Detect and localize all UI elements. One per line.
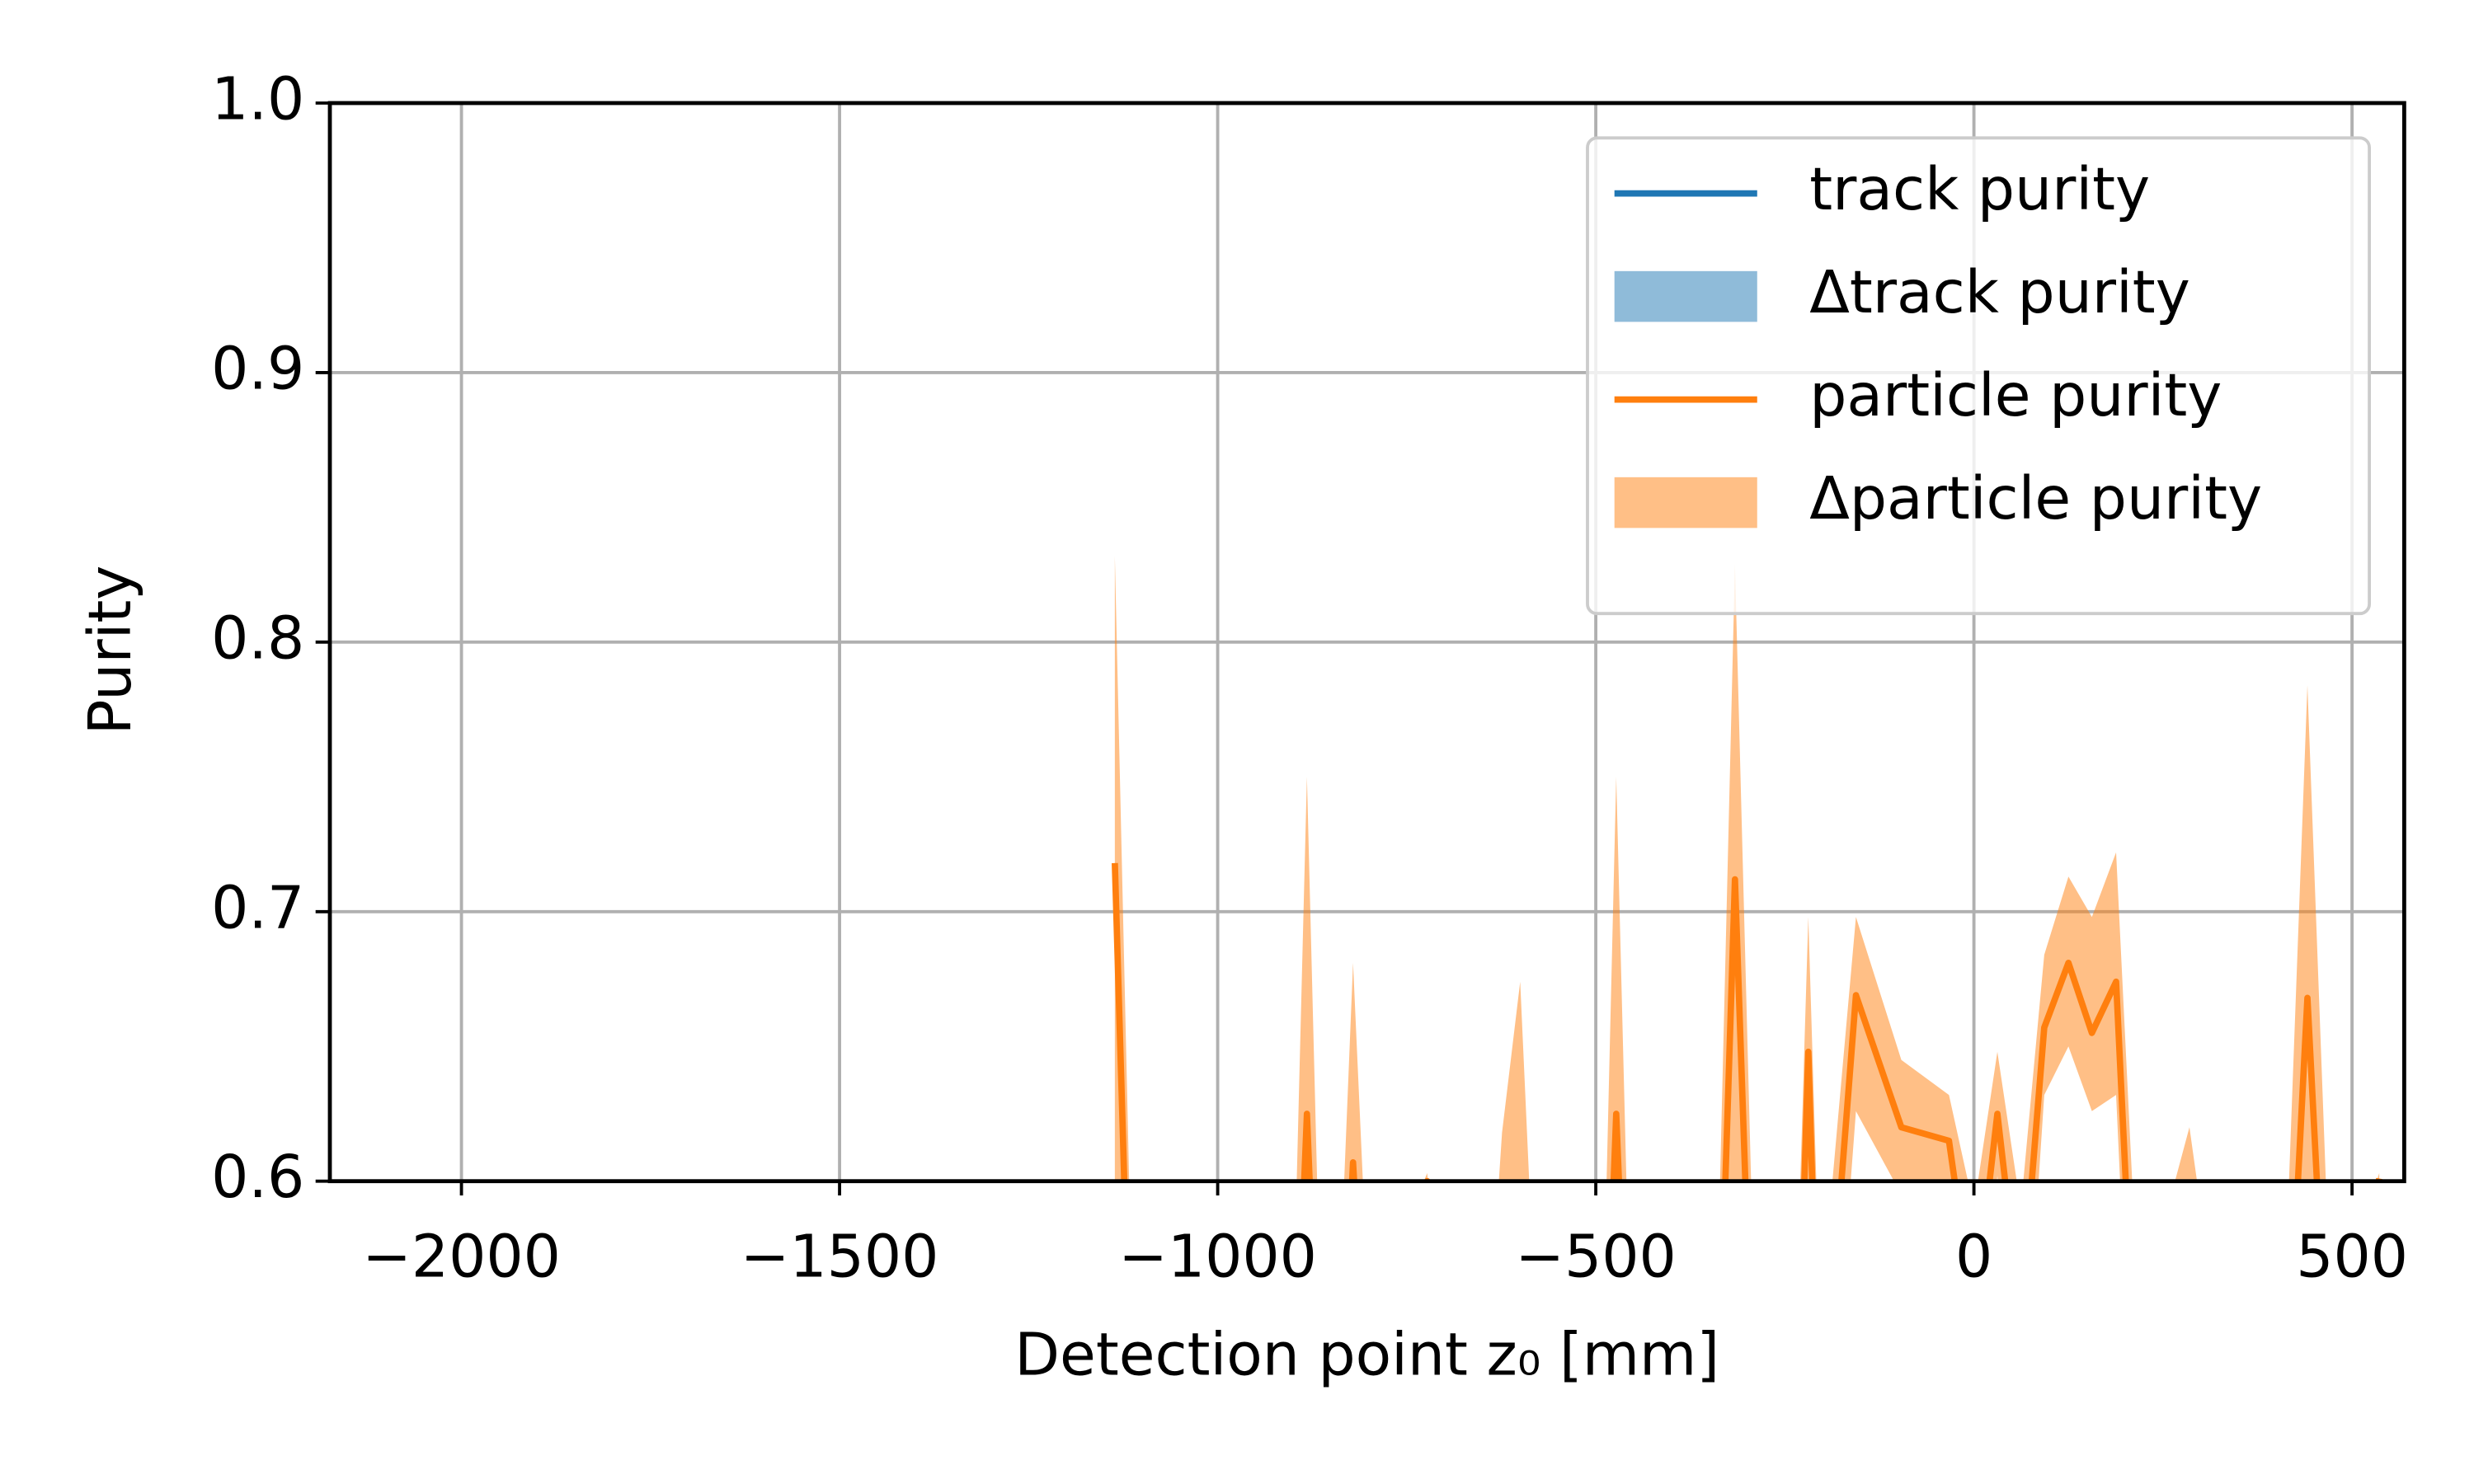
y-tick-label: 0.8 [211, 603, 304, 672]
legend-patch [1614, 477, 1757, 528]
legend-patch [1614, 270, 1757, 322]
y-tick-label: 0.9 [211, 334, 304, 402]
legend-label: Δtrack purity [1809, 258, 2190, 326]
legend: track purity Δtrack purity particle purity… [1586, 136, 2371, 616]
band-area [1114, 556, 2380, 1181]
legend-label: Δparticle purity [1809, 464, 2262, 533]
legend-label: particle purity [1809, 361, 2222, 430]
x-tick-label: −1500 [741, 1222, 939, 1290]
y-tick-label: 0.6 [211, 1143, 304, 1211]
x-tick-label: −1000 [1118, 1222, 1317, 1290]
y-tick-label: 0.7 [211, 873, 304, 942]
x-axis-label: Detection point z₀ [mm] [1014, 1321, 1719, 1389]
y-tick-label: 1.0 [211, 65, 304, 134]
y-axis-label: Purity [76, 566, 144, 735]
legend-box [1586, 136, 2371, 616]
legend-label: track purity [1809, 155, 2150, 223]
x-tick-label: −2000 [362, 1222, 561, 1290]
x-tick-label: −500 [1515, 1222, 1676, 1290]
x-tick-label: 0 [1955, 1222, 1992, 1290]
ticks: −2000 −1500 −1000 −500 0 500 0.6 0.7 0.8 0.9 1.0 [211, 65, 2408, 1291]
plot-area [1112, 556, 2382, 1181]
x-tick-label: 500 [2296, 1222, 2408, 1290]
